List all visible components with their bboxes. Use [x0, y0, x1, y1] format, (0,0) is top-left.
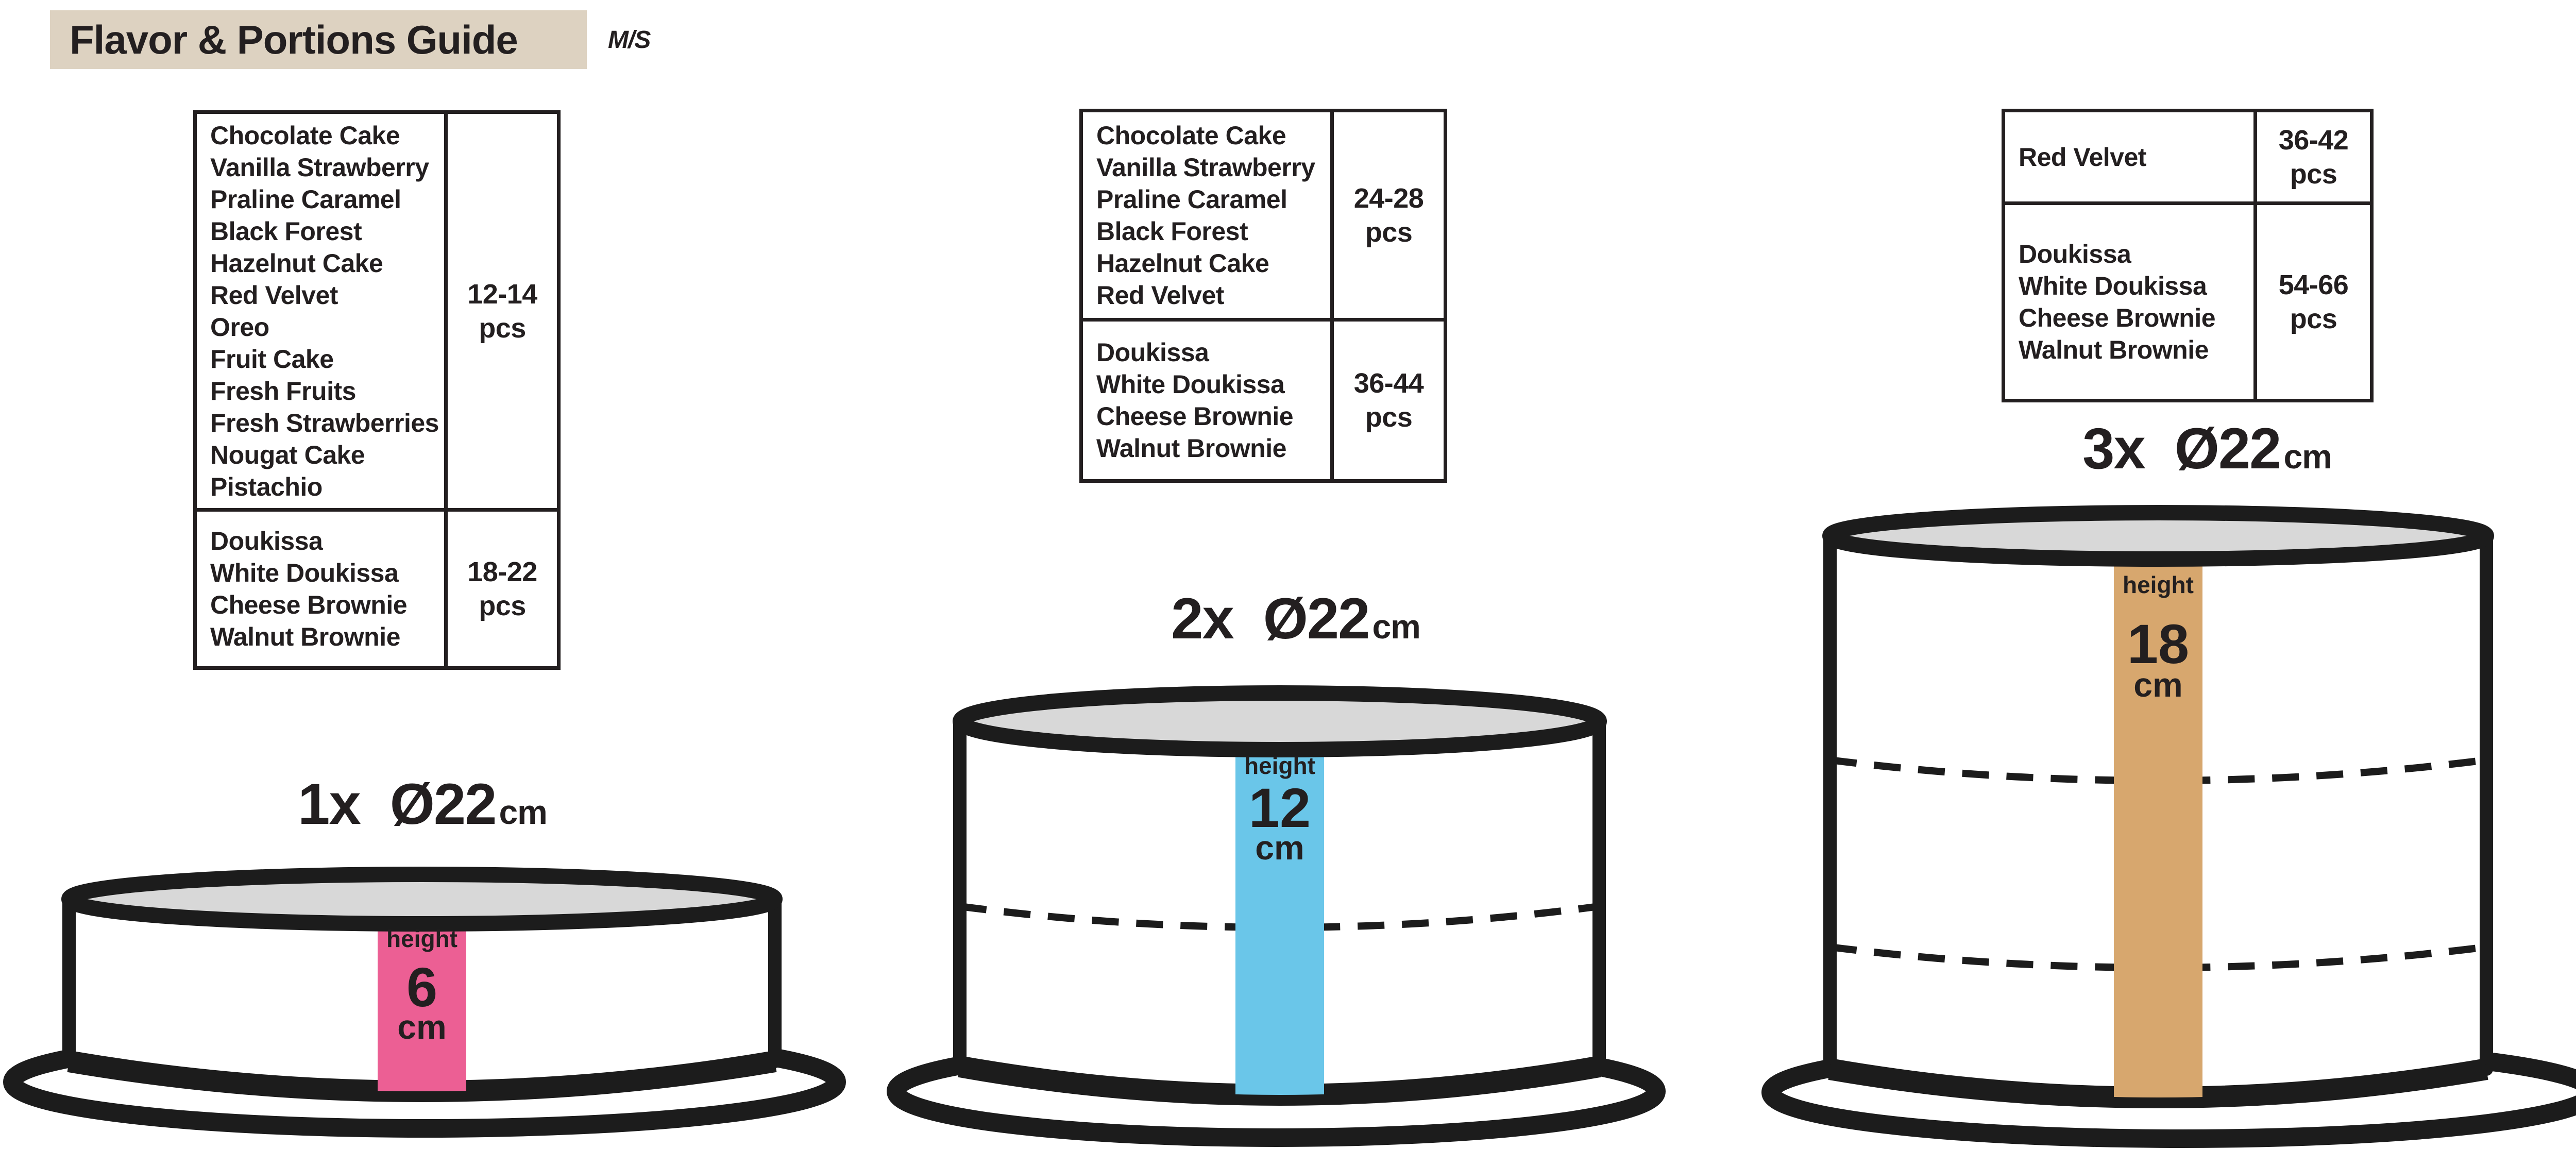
stripe-height-label: height — [2123, 571, 2194, 598]
stripe-height-value: 18 — [2127, 613, 2189, 675]
cake-diameter: Ø22 — [389, 772, 497, 836]
height-stripe — [2114, 540, 2202, 1097]
height-stripe — [1235, 725, 1324, 1095]
flavor-list: Chocolate Cake Vanilla Strawberry Pralin… — [210, 121, 439, 501]
portions-cell: 54-66 pcs — [2257, 205, 2370, 399]
cake-diameter: Ø22 — [2174, 416, 2282, 481]
title-bar: Flavor & Portions Guide — [50, 10, 587, 69]
stripe-height-value: 12 — [1249, 776, 1311, 839]
portions-unit: pcs — [1365, 402, 1413, 433]
portions-range: 12-14 — [467, 278, 537, 310]
portions-range: 24-28 — [1353, 182, 1424, 214]
portions-cell: 36-44 pcs — [1334, 322, 1444, 479]
cake-diameter: Ø22 — [1263, 586, 1370, 651]
flavor-list: Doukissa White Doukissa Cheese Brownie W… — [210, 527, 408, 651]
page-title: Flavor & Portions Guide — [70, 16, 518, 62]
portions-unit: pcs — [479, 590, 526, 621]
portions-unit: pcs — [2290, 303, 2337, 334]
flavor-list-cell: Doukissa White Doukissa Cheese Brownie W… — [1083, 322, 1334, 479]
flavor-list: Red Velvet — [2019, 142, 2146, 172]
stripe-height-label: height — [386, 925, 457, 952]
cake-count: 2x — [1171, 586, 1234, 651]
cake-diameter-unit: cm — [2283, 437, 2332, 476]
portions-range: 36-42 — [2278, 124, 2349, 156]
portions-cell: 36-42 pcs — [2257, 112, 2370, 205]
stripe-height-unit: cm — [397, 1008, 446, 1046]
cake-size-label-3x: 3x Ø22cm — [1975, 415, 2439, 482]
cake-count: 3x — [2082, 416, 2146, 481]
flavor-list: Chocolate Cake Vanilla Strawberry Pralin… — [1096, 121, 1315, 310]
height-stripe — [378, 902, 466, 1091]
flavor-list: Doukissa White Doukissa Cheese Brownie W… — [1096, 338, 1294, 463]
cake-top — [1822, 505, 2494, 567]
flavor-list: Doukissa White Doukissa Cheese Brownie W… — [2019, 240, 2216, 364]
stripe-height-unit: cm — [1255, 829, 1304, 867]
portions-cell: 24-28 pcs — [1334, 112, 1444, 322]
portions-range: 54-66 — [2278, 269, 2349, 300]
portions-cell: 12-14 pcs — [448, 114, 557, 512]
cake-illustration-3x: height 18 cm — [1761, 505, 2576, 1148]
stripe-height-unit: cm — [2133, 666, 2182, 704]
portions-range: 36-44 — [1353, 368, 1424, 399]
portions-table-1x: Chocolate Cake Vanilla Strawberry Pralin… — [193, 110, 561, 670]
cake-size-label-2x: 2x Ø22cm — [1064, 585, 1528, 652]
cake-top — [61, 867, 783, 932]
cake-diameter-unit: cm — [499, 793, 547, 831]
portions-unit: pcs — [2290, 158, 2337, 190]
cake-diameter-unit: cm — [1372, 607, 1420, 646]
portions-table-2x: Chocolate Cake Vanilla Strawberry Pralin… — [1079, 109, 1447, 483]
stripe-height-value: 6 — [406, 956, 437, 1018]
flavor-list-cell: Doukissa White Doukissa Cheese Brownie W… — [2005, 205, 2257, 399]
portions-table-3x: Red Velvet 36-42 pcs Doukissa White Douk… — [2002, 109, 2374, 402]
cake-illustration-1x: height 6 cm — [3, 867, 846, 1138]
portions-unit: pcs — [1365, 216, 1413, 248]
flavor-list-cell: Chocolate Cake Vanilla Strawberry Pralin… — [197, 114, 448, 512]
portions-cell: 18-22 pcs — [448, 512, 557, 666]
portions-range: 18-22 — [467, 556, 537, 587]
cake-illustration-2x: height 12 cm — [887, 685, 1666, 1147]
portions-unit: pcs — [479, 312, 526, 344]
stripe-height-label: height — [1244, 752, 1315, 779]
ms-logo-label: M/S — [608, 26, 651, 54]
cake-size-label-1x: 1x Ø22cm — [191, 771, 654, 837]
cake-top — [953, 685, 1607, 757]
flavor-list-cell: Red Velvet — [2005, 112, 2257, 205]
cake-count: 1x — [298, 772, 361, 836]
flavor-list-cell: Chocolate Cake Vanilla Strawberry Pralin… — [1083, 112, 1334, 322]
flavor-list-cell: Doukissa White Doukissa Cheese Brownie W… — [197, 512, 448, 666]
